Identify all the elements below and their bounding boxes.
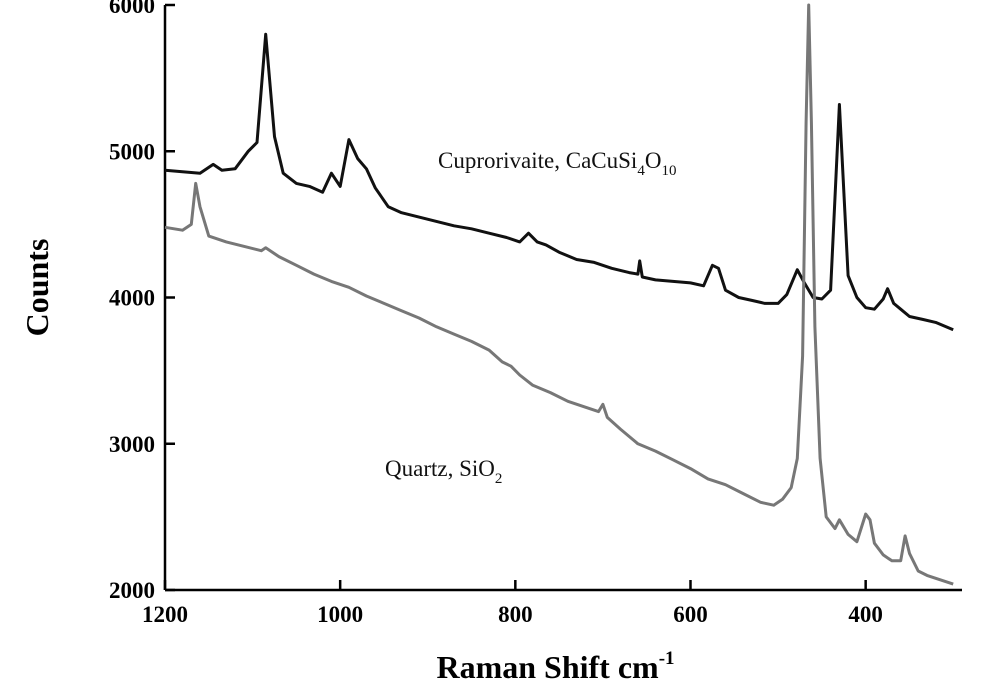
y-axis-label: Counts xyxy=(19,239,55,337)
series-label: Cuprorivaite, CaCuSi4O10 xyxy=(438,148,676,179)
y-tick-label: 4000 xyxy=(109,286,155,311)
y-tick-label: 3000 xyxy=(109,432,155,457)
x-tick-label: 600 xyxy=(673,602,708,627)
series-label-text: O xyxy=(645,148,662,173)
x-tick-label: 800 xyxy=(498,602,533,627)
series-label-sub: 4 xyxy=(637,163,645,179)
x-tick-label: 1200 xyxy=(142,602,188,627)
series-label: Quartz, SiO2 xyxy=(385,456,502,487)
x-axis-label-sup: -1 xyxy=(659,648,675,669)
y-tick-label: 2000 xyxy=(109,578,155,603)
y-tick-label: 5000 xyxy=(109,139,155,164)
series-label-sub: 10 xyxy=(661,163,676,179)
series-label-text: Quartz, SiO xyxy=(385,456,495,481)
series-label-sub: 2 xyxy=(495,471,503,487)
x-tick-label: 1000 xyxy=(317,602,363,627)
x-axis-label: Raman Shift cm-1 xyxy=(436,648,674,685)
x-axis-label-text: Raman Shift cm xyxy=(436,649,659,685)
spectrum-line xyxy=(164,3,954,586)
x-tick-label: 400 xyxy=(848,602,883,627)
spectrum-line xyxy=(164,32,954,332)
y-tick-label: 6000 xyxy=(109,0,155,18)
series-label-text: Cuprorivaite, CaCuSi xyxy=(438,148,637,173)
